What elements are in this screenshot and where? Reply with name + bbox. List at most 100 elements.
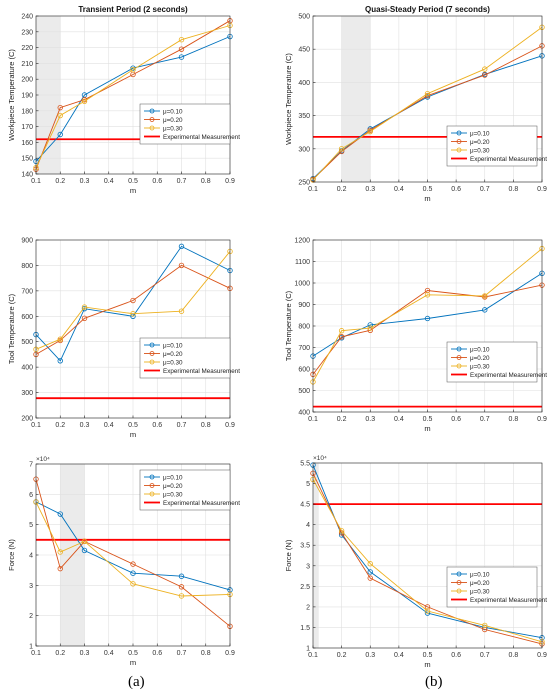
series-1-point: [178, 573, 185, 579]
series-2-point: [81, 315, 88, 322]
x-axis-label: m: [130, 186, 136, 195]
legend-entry: μ=0.30: [470, 363, 490, 370]
x-tick-label: 0.1: [31, 422, 41, 429]
series-line-3: [35, 501, 231, 597]
x-tick-label: 0.1: [308, 186, 318, 193]
x-tick-label: 0.9: [225, 650, 235, 657]
x-tick-label: 0.8: [201, 178, 211, 185]
legend-entry: Experimental Measurement: [470, 597, 547, 604]
y-tick-label: 300: [298, 146, 310, 153]
x-tick-label: 0.3: [80, 178, 90, 185]
series-2-point: [482, 72, 488, 78]
x-tick-label: 0.5: [423, 652, 433, 659]
y-tick-label: 1200: [294, 238, 310, 245]
x-tick-label: 0.4: [394, 416, 404, 423]
y-tick-label: 3: [306, 563, 310, 570]
series-3-point: [424, 608, 431, 614]
y-tick-label: 230: [21, 29, 33, 36]
series-3-point: [178, 593, 185, 599]
x-tick-label: 0.5: [128, 650, 138, 657]
series-line-2: [35, 20, 231, 170]
series-line-1: [35, 501, 231, 591]
x-tick-label: 0.5: [423, 186, 433, 193]
series-3-point: [338, 528, 345, 534]
y-tick-label: 190: [21, 93, 33, 100]
series-3-point: [367, 325, 373, 331]
y-tick-label: 150: [21, 156, 33, 163]
y-tick-label: 220: [21, 45, 33, 52]
chart-panel-6: 0.1 0.2 0.3 0.4 0.5 0.6 0.7 0.8 0.9 1 1.5 2 2.5 3 3.5 4…: [284, 455, 547, 669]
legend-swatch-marker: [456, 130, 462, 136]
series-3-point: [130, 67, 136, 73]
series-line-3: [312, 479, 543, 643]
series-1-point: [424, 315, 431, 322]
series-2-point: [178, 584, 185, 590]
legend-entry: μ=0.20: [163, 117, 183, 124]
legend-entry: μ=0.10: [163, 108, 183, 115]
x-tick-label: 0.9: [225, 178, 235, 185]
y-tick-label: 6: [29, 492, 33, 499]
series-3-point: [81, 538, 88, 545]
legend-swatch-marker: [149, 117, 155, 122]
x-axis-label: m: [130, 430, 136, 439]
series-line-2: [312, 284, 543, 375]
legend-entry: μ=0.20: [470, 580, 490, 587]
y-tick-label: 700: [298, 345, 310, 352]
series-1-point: [178, 54, 185, 60]
series-3-point: [81, 98, 88, 105]
series-3-point: [338, 146, 345, 152]
series-3-point: [424, 90, 431, 97]
x-tick-label: 0.3: [365, 186, 375, 193]
legend-entry: μ=0.10: [470, 130, 490, 137]
legend: μ=0.10 μ=0.20μ=0.30 Experimental Measureme…: [139, 337, 240, 379]
x-tick-label: 0.3: [365, 416, 375, 423]
legend-entry: μ=0.30: [163, 491, 183, 498]
series-3-point: [482, 66, 488, 72]
shaded-region: [341, 16, 371, 182]
series-3-point: [57, 336, 63, 342]
series-1-point: [130, 570, 136, 576]
x-tick-label: 0.6: [451, 416, 461, 423]
chart-panel-3: 0.1 0.2 0.3 0.4 0.5 0.6 0.7 0.8 0.9 200 300 400 500 6…: [7, 238, 240, 440]
legend-swatch-marker: [456, 147, 462, 153]
y-tick-label: 300: [21, 390, 33, 397]
legend: μ=0.10 μ=0.20μ=0.30 Experimental Measureme…: [446, 341, 547, 383]
y-tick-label: 180: [21, 108, 33, 115]
x-tick-label: 0.2: [337, 416, 347, 423]
x-tick-label: 0.9: [225, 422, 235, 429]
legend-swatch-marker: [149, 342, 155, 348]
y-tick-label: 600: [21, 314, 33, 321]
y-tick-label: 250: [298, 180, 310, 187]
x-tick-label: 0.1: [31, 178, 41, 185]
series-3-point: [57, 112, 63, 119]
legend-swatch-marker: [456, 571, 462, 577]
x-tick-label: 0.6: [152, 650, 162, 657]
y-tick-label: 400: [21, 365, 33, 372]
x-tick-label: 0.2: [55, 422, 65, 429]
legend-entry: Experimental Measurement: [163, 134, 240, 141]
series-line-1: [312, 272, 543, 357]
legend-entry: Experimental Measurement: [470, 156, 547, 163]
series-2-point: [130, 297, 136, 304]
chart-panel-1: 0.1 0.2 0.3 0.4 0.5 0.6 0.7 0.8 0.9 140 150 160 170 1…: [7, 5, 240, 195]
legend-swatch-marker: [456, 580, 462, 585]
y-tick-label: 2: [29, 613, 33, 620]
chart-panel-4: 0.1 0.2 0.3 0.4 0.5 0.6 0.7 0.8 0.9 400 500 600 700 8…: [284, 238, 547, 434]
series-2-point: [130, 561, 136, 567]
series-3-point: [178, 308, 185, 314]
legend-entry: μ=0.10: [470, 571, 490, 578]
x-tick-label: 0.7: [177, 422, 187, 429]
series-2-point: [178, 262, 185, 269]
x-tick-label: 0.7: [480, 652, 490, 659]
x-tick-label: 0.8: [509, 186, 519, 193]
y-tick-label: 4: [29, 553, 33, 560]
legend-swatch-marker: [456, 139, 462, 144]
x-axis-label: m: [424, 194, 430, 203]
series-1-point: [57, 358, 63, 364]
y-tick-label: 3.5: [300, 543, 310, 550]
y-tick-label: 7: [29, 462, 33, 469]
series-3-point: [57, 549, 63, 555]
series-1-point: [81, 305, 88, 312]
y-tick-label: 800: [21, 263, 33, 270]
y-tick-label: 2.5: [300, 584, 310, 591]
